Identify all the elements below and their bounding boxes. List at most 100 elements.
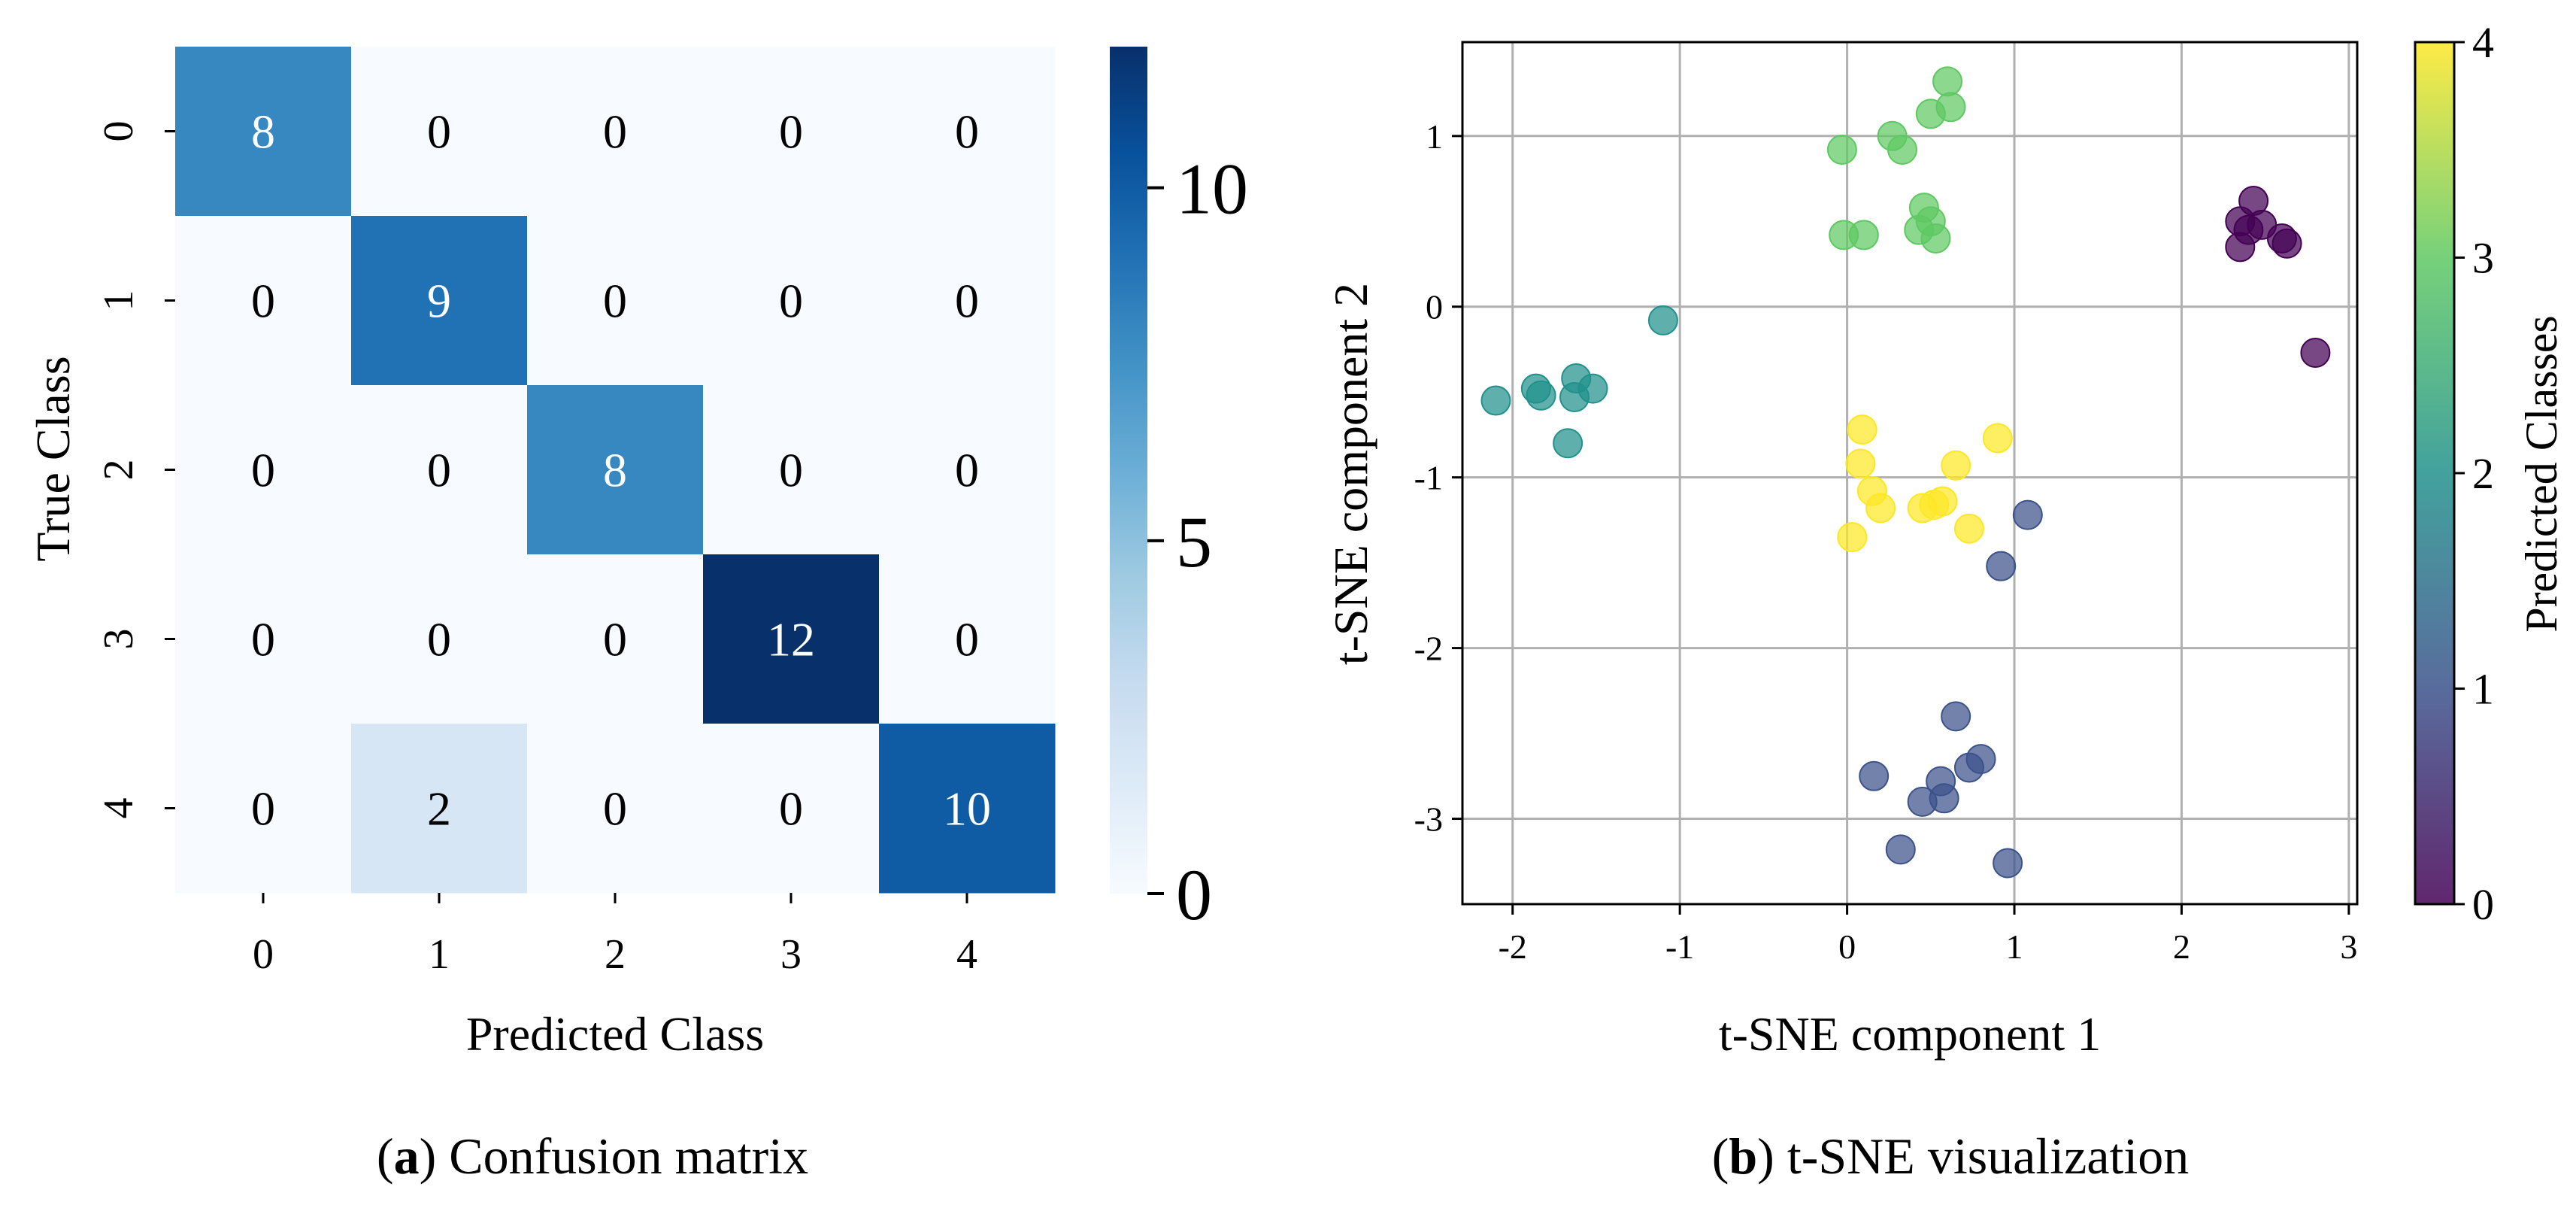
scatter-point-class-1 — [1941, 701, 1971, 732]
scatter-point-class-0 — [2225, 232, 2256, 263]
scatter-gridlines — [1462, 42, 2357, 904]
heatmap-colorbar-tick-label: 5 — [1176, 502, 1212, 582]
heatmap-cell-label: 0 — [427, 613, 451, 666]
caption-a-text: Confusion matrix — [449, 1128, 808, 1185]
scatter-x-tick-label: 3 — [2340, 927, 2357, 966]
heatmap-cell-label: 10 — [943, 782, 991, 836]
scatter-colorbar-tick-label: 2 — [2472, 449, 2494, 498]
heatmap-cell-label: 0 — [251, 444, 275, 497]
heatmap-cell-label: 0 — [779, 275, 803, 328]
heatmap-cell — [703, 554, 880, 724]
heatmap-cell — [351, 385, 528, 555]
heatmap-cell — [703, 385, 880, 555]
scatter-point-class-3 — [1887, 134, 1917, 165]
heatmap-x-tick-label: 1 — [429, 931, 450, 978]
scatter-point-class-0 — [2271, 228, 2302, 259]
scatter-point-class-3 — [1935, 92, 1966, 123]
heatmap-cell — [351, 724, 528, 894]
scatter-point-class-3 — [1826, 134, 1857, 165]
heatmap-cell — [879, 385, 1056, 555]
scatter-point-class-1 — [1986, 551, 2017, 581]
scatter-colorbar — [2415, 42, 2454, 904]
heatmap-cell — [175, 385, 352, 555]
scatter-point-class-4 — [1982, 423, 2013, 454]
heatmap-y-tick-label: 1 — [95, 290, 142, 311]
heatmap-y-ticks: 0 1 2 3 4 — [95, 121, 175, 819]
scatter-colorbar-tick-label: 3 — [2472, 234, 2494, 283]
scatter-point-class-1 — [1859, 760, 1890, 791]
scatter-x-tick-label: -1 — [1665, 927, 1694, 966]
scatter-plot-frame — [1461, 41, 2359, 906]
heatmap-y-tick-label: 4 — [95, 798, 142, 819]
heatmap-cell — [879, 554, 1056, 724]
heatmap-cell — [351, 216, 528, 386]
scatter-point-class-1 — [1993, 848, 2023, 879]
heatmap-cell-label: 0 — [427, 444, 451, 497]
scatter-y-tick-label: 1 — [1426, 117, 1443, 156]
heatmap-y-axis-label: True Class — [26, 356, 80, 561]
scatter-point-class-2 — [1647, 305, 1678, 335]
heatmap-y-tick-label: 3 — [95, 629, 142, 650]
heatmap-cell — [879, 724, 1056, 894]
heatmap-cell — [879, 216, 1056, 386]
scatter-colorbar-tick-label: 1 — [2472, 665, 2494, 714]
scatter-y-tick-label: -3 — [1414, 800, 1443, 839]
scatter-x-tick-label: -2 — [1499, 927, 1527, 966]
heatmap-cell-label: 9 — [427, 275, 451, 328]
scatter-point-class-1 — [1965, 744, 1996, 775]
heatmap-cell-label: 0 — [955, 444, 979, 497]
scatter-plot-area — [1462, 42, 2357, 904]
scatter-point-class-3 — [1848, 220, 1879, 250]
heatmap-cell — [527, 724, 704, 894]
heatmap-cell-label: 0 — [955, 613, 979, 666]
heatmap-cells — [175, 47, 1056, 894]
scatter-point-class-1 — [1929, 783, 1959, 814]
heatmap-cell-label: 0 — [603, 275, 627, 328]
scatter-y-tick-label: -1 — [1414, 459, 1443, 497]
scatter-x-ticks: -2 -1 0 1 2 3 — [1499, 904, 2357, 966]
scatter-point-class-4 — [1845, 448, 1876, 479]
scatter-point-class-2 — [1553, 428, 1583, 459]
scatter-point-class-1 — [1885, 834, 1916, 865]
heatmap-cell-label: 0 — [603, 105, 627, 159]
scatter-point-class-3 — [1920, 223, 1951, 253]
heatmap-cell — [879, 47, 1056, 217]
heatmap-cell-label: 0 — [955, 275, 979, 328]
scatter-colorbar-tick-label: 0 — [2472, 880, 2494, 929]
heatmap-cell-label: 0 — [603, 613, 627, 666]
heatmap-cell — [175, 47, 352, 217]
scatter-y-ticks: -3 -2 -1 0 1 — [1414, 117, 1462, 839]
heatmap-cell — [703, 47, 880, 217]
scatter-colorbar-tick-label: 4 — [2472, 18, 2494, 67]
heatmap-cell — [351, 554, 528, 724]
scatter-point-class-4 — [1941, 450, 1971, 481]
heatmap-cell-label: 0 — [603, 782, 627, 836]
heatmap-cell-label: 12 — [767, 613, 815, 666]
heatmap-cell-label: 0 — [251, 613, 275, 666]
heatmap-cell-labels: 8 0 0 0 0 0 9 0 0 0 0 0 8 0 0 0 0 0 12 0 0 2 0 0 10 — [251, 105, 991, 836]
heatmap-cell-label: 0 — [779, 782, 803, 836]
scatter-x-tick-label: 1 — [2006, 927, 2023, 966]
heatmap-cell — [351, 47, 528, 217]
scatter-point-class-4 — [1953, 513, 1984, 544]
heatmap-y-tick-label: 0 — [95, 121, 142, 142]
scatter-y-tick-label: 0 — [1426, 288, 1443, 326]
scatter-points — [1480, 66, 2331, 879]
scatter-x-tick-label: 0 — [1838, 927, 1856, 966]
scatter-y-axis-label: t-SNE component 2 — [1324, 283, 1377, 665]
caption-a-letter: a — [394, 1128, 420, 1185]
scatter-point-class-4 — [1907, 493, 1938, 524]
heatmap-cell-label: 0 — [251, 275, 275, 328]
scatter-colorbar-ticks: 0 1 2 3 4 — [2454, 18, 2494, 929]
heatmap-colorbar-ticks: 0 5 10 — [1147, 149, 1248, 935]
heatmap-cell-label: 8 — [603, 444, 627, 497]
heatmap-cell — [527, 385, 704, 555]
scatter-point-class-4 — [1865, 493, 1896, 524]
heatmap-y-tick-label: 2 — [95, 460, 142, 481]
caption-a: (a) Confusion matrix — [377, 1128, 808, 1185]
heatmap-cell-label: 0 — [779, 444, 803, 497]
heatmap-cell-label: 2 — [427, 782, 451, 836]
heatmap-cell — [703, 216, 880, 386]
heatmap-cell — [703, 724, 880, 894]
